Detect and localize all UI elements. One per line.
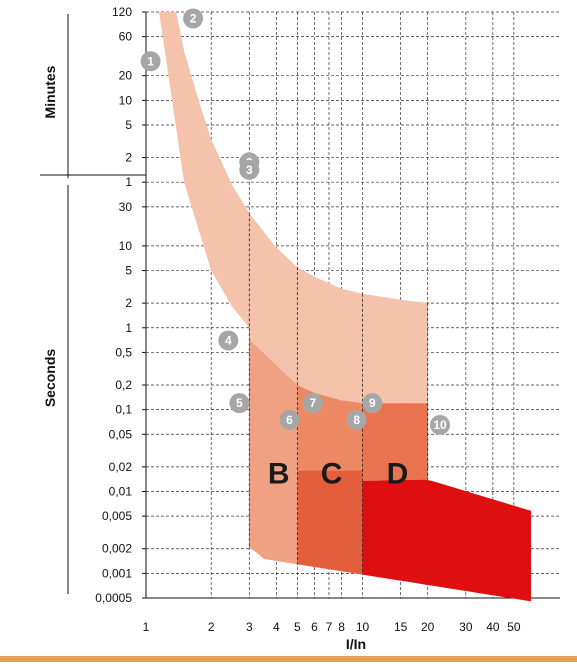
y-tick-label: 0,2 bbox=[115, 378, 132, 392]
x-tick-label: 50 bbox=[507, 620, 521, 634]
marker-label: 6 bbox=[286, 413, 293, 427]
y-tick-label: 60 bbox=[119, 30, 133, 44]
marker-circle bbox=[346, 409, 367, 430]
y-tick-label: 10 bbox=[119, 239, 133, 253]
marker-label: 4 bbox=[225, 333, 232, 347]
y-tick-label: 1 bbox=[125, 321, 132, 335]
y-tick-label: 20 bbox=[119, 69, 133, 83]
x-tick-label: 20 bbox=[421, 620, 435, 634]
zone-boundaries bbox=[248, 213, 429, 575]
zone-label-b: B bbox=[268, 458, 290, 491]
y-tick-label: 1 bbox=[125, 175, 132, 189]
marker-circle bbox=[218, 330, 239, 351]
y-tick-label: 5 bbox=[125, 118, 132, 132]
marker-label: 10 bbox=[433, 418, 447, 432]
x-tick-label: 1 bbox=[143, 620, 150, 634]
marker-label: 9 bbox=[369, 396, 376, 410]
y-tick-label: 0,005 bbox=[102, 509, 132, 523]
x-tick-label: 7 bbox=[326, 620, 333, 634]
marker-circle bbox=[430, 414, 451, 435]
y-tick-label: 2 bbox=[125, 296, 132, 310]
y-tick-label: 30 bbox=[119, 200, 133, 214]
y-tick-label: 0,001 bbox=[102, 566, 132, 580]
y-tick-label: 0,01 bbox=[109, 484, 133, 498]
thermal-band bbox=[159, 12, 428, 404]
y-tick-label: 2 bbox=[125, 151, 132, 165]
curve-markers: 123345678910 bbox=[140, 8, 451, 435]
trip-regions bbox=[159, 12, 531, 602]
marker-label: 3 bbox=[246, 163, 253, 177]
x-tick-label: 30 bbox=[459, 620, 473, 634]
marker-label: 7 bbox=[310, 396, 317, 410]
zone-label-d: D bbox=[387, 458, 409, 491]
x-axis-label: I/In bbox=[346, 636, 366, 652]
x-tick-label: 4 bbox=[273, 620, 280, 634]
x-tick-label: 3 bbox=[246, 620, 253, 634]
marker-label: 5 bbox=[236, 396, 243, 410]
marker-circle bbox=[302, 393, 323, 414]
y-section-label-minutes: Minutes bbox=[42, 65, 58, 118]
x-tick-label: 10 bbox=[356, 620, 370, 634]
marker-circle bbox=[183, 8, 204, 29]
zone-c-area bbox=[297, 470, 363, 575]
y-axis: 120 60 20 10 5 2 1 30 10 5 2 1 0,5 0,2 0,1 0,05 0,02 0,01… bbox=[40, 5, 146, 605]
y-tick-label: 0,002 bbox=[102, 542, 132, 556]
x-tick-label: 8 bbox=[338, 620, 345, 634]
zone-d-area bbox=[362, 479, 531, 602]
marker-circle bbox=[239, 159, 260, 180]
x-tick-label: 2 bbox=[208, 620, 215, 634]
marker-circle bbox=[279, 409, 300, 430]
marker-label: 1 bbox=[147, 54, 154, 68]
y-section-label-seconds: Seconds bbox=[42, 349, 58, 408]
y-tick-label: 120 bbox=[112, 5, 132, 19]
y-tick-label: 0,5 bbox=[115, 345, 132, 359]
y-tick-label: 5 bbox=[125, 264, 132, 278]
marker-label: 8 bbox=[353, 413, 360, 427]
y-tick-label: 0,1 bbox=[115, 403, 132, 417]
marker-circle bbox=[362, 393, 383, 414]
y-tick-label: 0,02 bbox=[109, 460, 133, 474]
x-axis: 1 2 3 4 5 6 7 8 10 15 20 30 40 50 bbox=[143, 620, 521, 634]
marker-circle bbox=[140, 51, 161, 72]
marker-label: 2 bbox=[190, 11, 197, 25]
y-tick-label: 0,0005 bbox=[95, 591, 132, 605]
zone-b-area bbox=[249, 339, 298, 565]
bottom-rule bbox=[0, 656, 577, 662]
marker-circle bbox=[229, 393, 250, 414]
y-tick-label: 10 bbox=[119, 93, 133, 107]
x-tick-label: 5 bbox=[294, 620, 301, 634]
zone-d-upper-area bbox=[362, 403, 428, 481]
zone-label-c: C bbox=[321, 458, 343, 491]
y-tick-label: 0,05 bbox=[109, 427, 133, 441]
x-tick-label: 40 bbox=[486, 620, 500, 634]
x-tick-label: 6 bbox=[311, 620, 318, 634]
x-tick-label: 15 bbox=[394, 620, 408, 634]
